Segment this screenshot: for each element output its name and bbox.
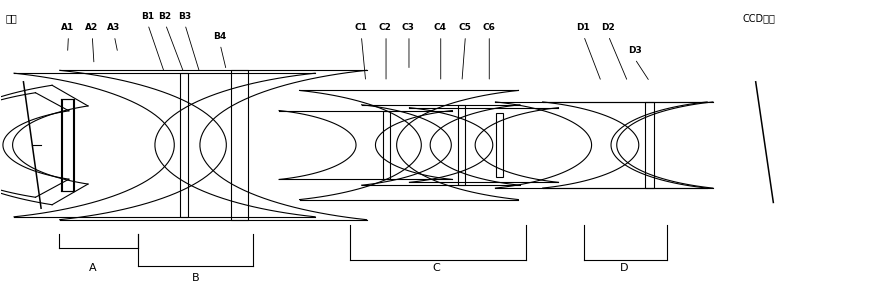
Text: B1: B1: [141, 12, 154, 21]
Text: C4: C4: [434, 23, 447, 32]
Bar: [496, 113, 504, 177]
Text: C1: C1: [354, 23, 367, 32]
Text: A: A: [88, 263, 96, 273]
Bar: [181, 73, 188, 217]
Text: D: D: [620, 263, 628, 273]
Text: C: C: [433, 263, 440, 273]
Text: B2: B2: [158, 12, 172, 21]
Text: C2: C2: [379, 23, 392, 32]
Text: D2: D2: [601, 23, 615, 32]
Text: CCD像面: CCD像面: [743, 14, 775, 23]
Text: B3: B3: [178, 12, 191, 21]
Bar: [62, 99, 73, 191]
Bar: [458, 105, 466, 185]
Text: A1: A1: [61, 23, 74, 32]
Text: C6: C6: [482, 23, 495, 32]
Bar: [645, 102, 654, 188]
Text: C5: C5: [458, 23, 471, 32]
Text: 光阀: 光阀: [6, 14, 18, 23]
Text: C3: C3: [402, 23, 415, 32]
Bar: [231, 70, 249, 220]
Text: A2: A2: [85, 23, 98, 32]
Text: D3: D3: [627, 46, 642, 55]
Text: A3: A3: [107, 23, 120, 32]
Text: B: B: [192, 273, 199, 283]
Bar: [382, 110, 389, 180]
Text: B4: B4: [213, 32, 227, 41]
Text: D1: D1: [577, 23, 590, 32]
